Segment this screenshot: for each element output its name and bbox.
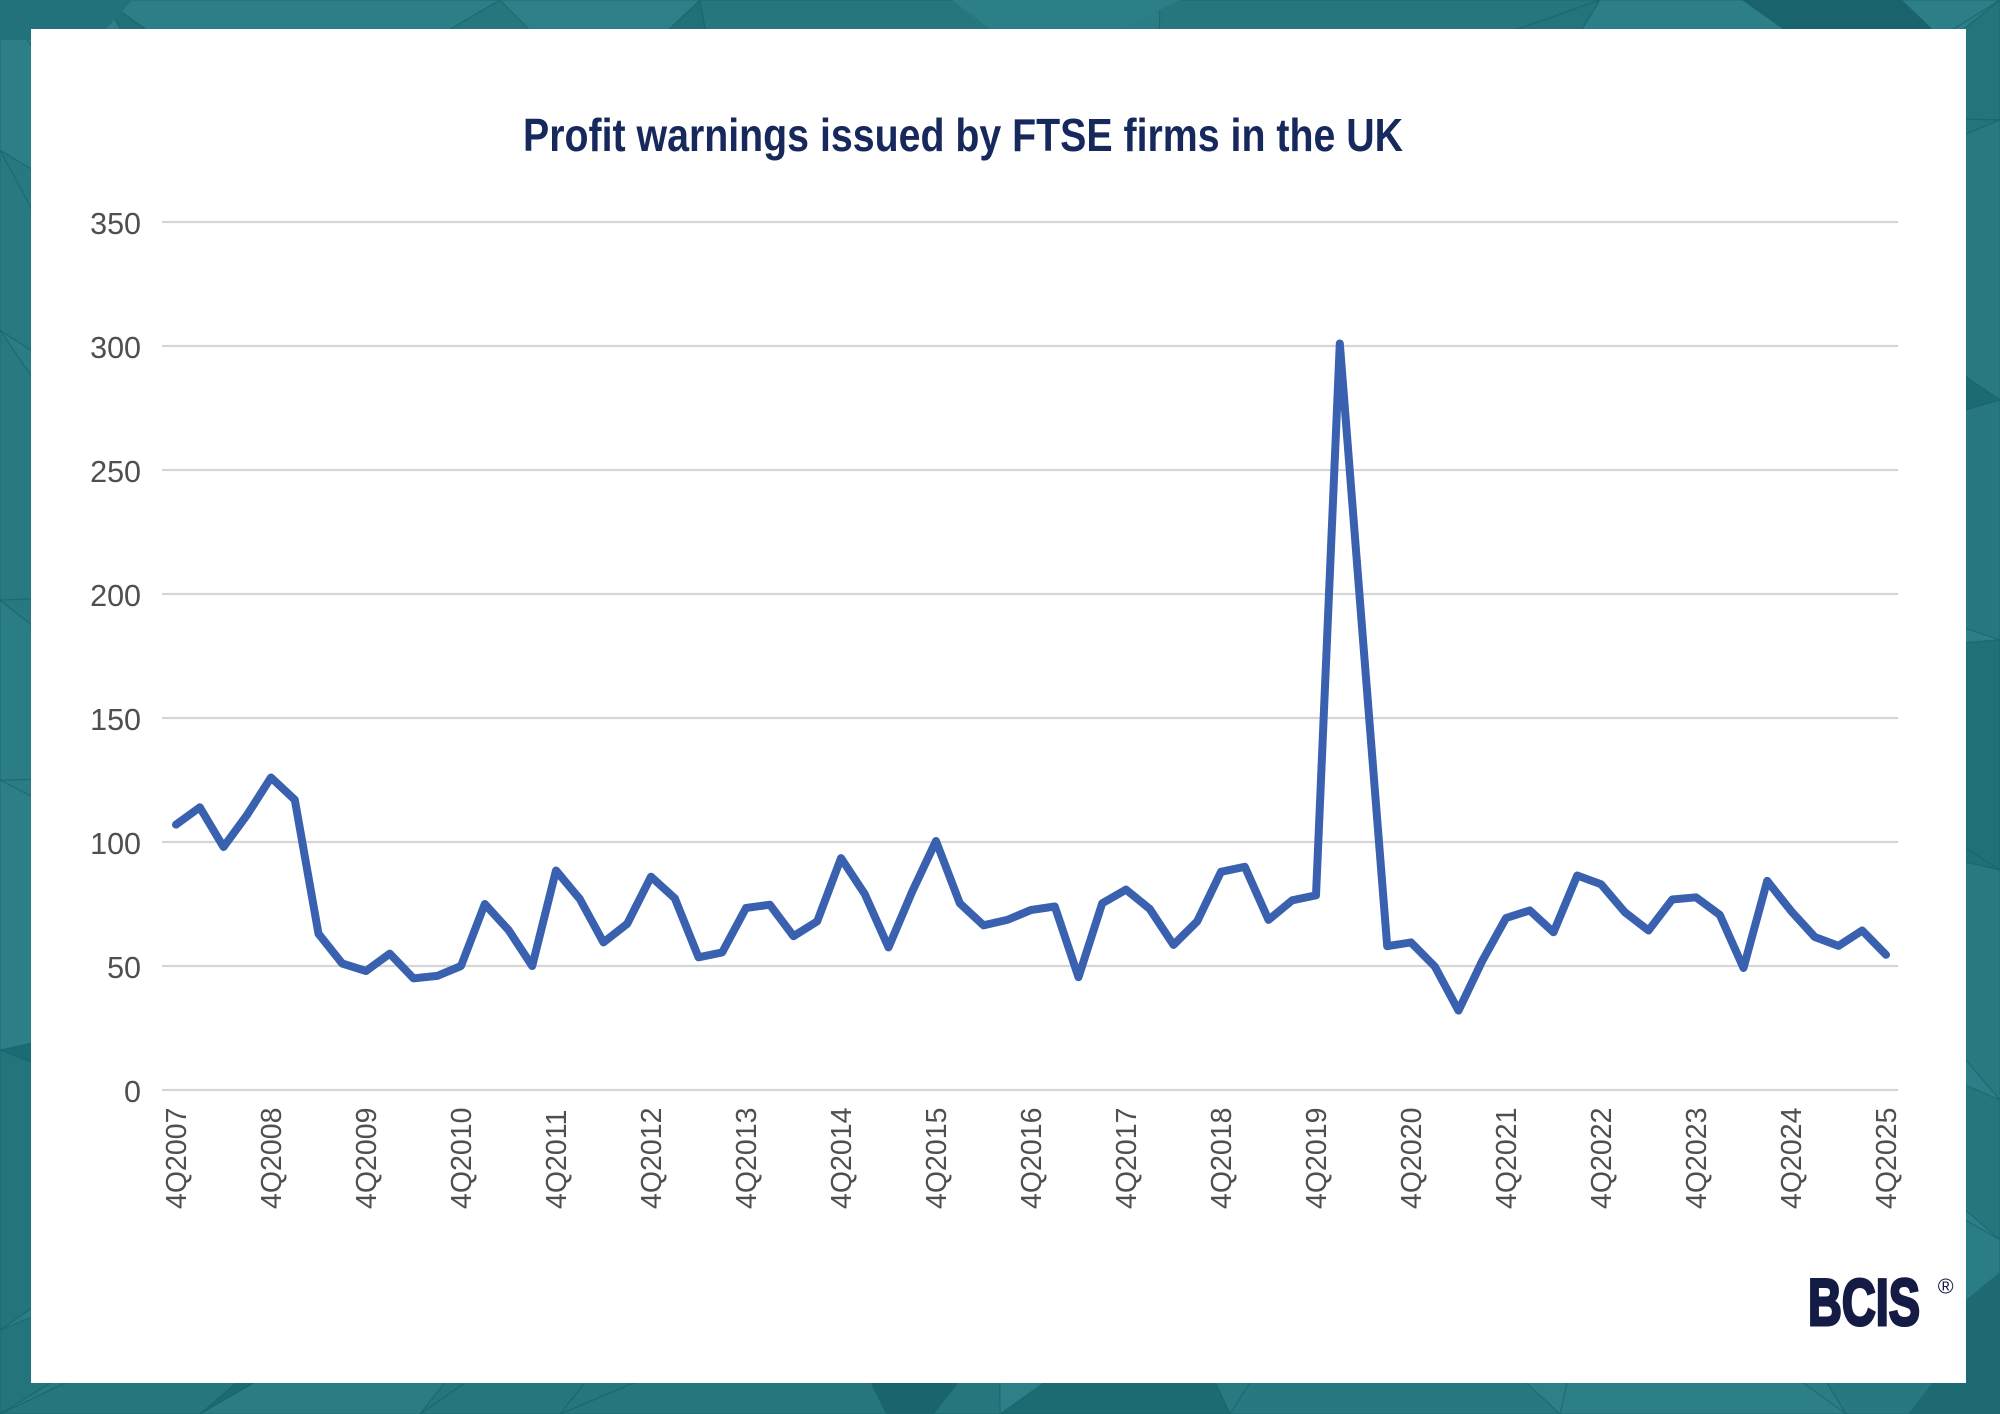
svg-text:4Q2014: 4Q2014 [826,1107,858,1209]
svg-text:Profit warnings issued by FTSE: Profit warnings issued by FTSE firms in … [523,109,1403,161]
svg-text:4Q2011: 4Q2011 [541,1110,573,1209]
svg-text:4Q2019: 4Q2019 [1301,1108,1333,1209]
svg-text:4Q2025: 4Q2025 [1871,1108,1903,1209]
svg-text:4Q2017: 4Q2017 [1111,1108,1143,1209]
svg-text:4Q2016: 4Q2016 [1016,1108,1048,1209]
svg-text:300: 300 [90,331,141,365]
svg-text:4Q2021: 4Q2021 [1491,1108,1523,1209]
svg-text:200: 200 [90,579,141,613]
svg-text:0: 0 [124,1075,141,1109]
svg-text:4Q2023: 4Q2023 [1681,1108,1713,1209]
svg-text:250: 250 [90,455,141,489]
svg-text:350: 350 [90,207,141,241]
svg-text:4Q2010: 4Q2010 [446,1108,478,1209]
svg-text:4Q2009: 4Q2009 [351,1108,383,1209]
svg-text:4Q2024: 4Q2024 [1776,1107,1808,1209]
svg-text:4Q2007: 4Q2007 [161,1108,193,1209]
svg-text:4Q2022: 4Q2022 [1586,1108,1618,1209]
svg-text:150: 150 [90,703,141,737]
svg-text:BCIS: BCIS [1808,1265,1920,1339]
svg-text:100: 100 [90,827,141,861]
svg-text:4Q2012: 4Q2012 [636,1108,668,1209]
svg-text:4Q2013: 4Q2013 [731,1108,763,1209]
svg-text:50: 50 [107,951,141,985]
svg-text:4Q2008: 4Q2008 [256,1108,288,1209]
svg-text:®: ® [1938,1275,1954,1299]
svg-text:4Q2020: 4Q2020 [1396,1108,1428,1209]
svg-text:4Q2018: 4Q2018 [1206,1108,1238,1209]
svg-text:4Q2015: 4Q2015 [921,1108,953,1209]
